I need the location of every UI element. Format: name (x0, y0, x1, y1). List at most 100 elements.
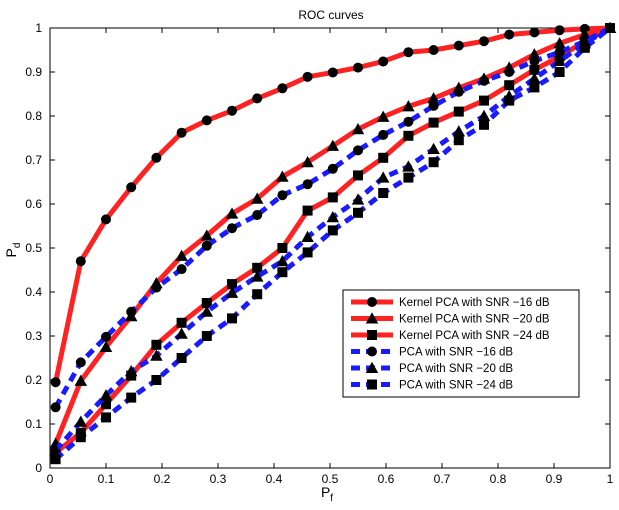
legend-marker (367, 330, 377, 340)
x-axis-ticks: 0 0.1 0.2 0.3 0.4 0.5 0.6 0.7 0.8 0.9 1 (47, 28, 614, 486)
data-point (252, 210, 263, 220)
svg-text:Pd: Pd (3, 243, 23, 258)
data-point (452, 125, 466, 137)
data-point (50, 377, 61, 388)
data-point (504, 29, 515, 40)
data-point (201, 115, 212, 126)
data-point (529, 82, 540, 93)
data-point (201, 298, 212, 308)
data-point (277, 83, 288, 94)
data-point (453, 86, 464, 97)
data-point (378, 188, 389, 198)
legend-marker (367, 346, 377, 357)
data-point (428, 100, 439, 111)
data-point (176, 317, 187, 328)
data-point (227, 313, 237, 324)
data-point (175, 327, 188, 339)
data-point (75, 357, 86, 368)
data-point (250, 270, 264, 282)
svg-text:Pf: Pf (321, 484, 333, 504)
data-point (554, 47, 565, 58)
data-point (427, 92, 440, 104)
x-tick-label: 0.2 (154, 472, 171, 486)
x-tick-label: 0.1 (98, 472, 115, 486)
data-point (327, 225, 338, 236)
data-point (529, 27, 540, 38)
data-point (402, 160, 415, 172)
data-point (553, 54, 566, 66)
data-point (101, 214, 111, 225)
data-point (351, 193, 365, 205)
data-point (74, 374, 88, 386)
x-tick-label: 0.4 (266, 472, 283, 486)
data-point (579, 42, 590, 53)
data-point (528, 72, 541, 84)
y-tick-label: 0.7 (25, 153, 42, 167)
data-point (151, 339, 162, 350)
data-point (277, 267, 288, 278)
data-point (49, 444, 62, 456)
y-tick-label: 0.8 (25, 109, 42, 123)
y-tick-label: 0.9 (25, 65, 42, 79)
legend-marker (367, 379, 377, 390)
data-point (126, 182, 137, 193)
y-tick-label: 0.6 (25, 197, 42, 211)
data-point (250, 192, 264, 204)
legend-entry: PCA with SNR −24 dB (351, 379, 513, 392)
data-point (276, 254, 289, 267)
data-point (479, 119, 489, 130)
y-tick-label: 0.3 (25, 329, 42, 343)
data-point (200, 305, 214, 317)
x-tick-label: 0 (47, 472, 54, 486)
data-point (151, 282, 162, 293)
x-axis-label-subscript: f (330, 493, 333, 504)
data-point (101, 331, 111, 342)
legend-marker (365, 361, 379, 373)
data-point (227, 223, 237, 234)
legend-label: Kernel PCA with SNR −24 dB (399, 330, 550, 342)
legend-label: PCA with SNR −24 dB (399, 380, 513, 392)
y-tick-label: 0.4 (25, 285, 42, 299)
data-point (479, 95, 489, 106)
data-point (504, 67, 515, 77)
data-point (74, 415, 88, 427)
y-tick-label: 0 (35, 461, 42, 475)
y-axis-label: Pd (3, 243, 23, 258)
y-tick-label: 0.2 (25, 373, 42, 387)
data-point (101, 399, 111, 410)
data-point (453, 106, 464, 117)
data-point (403, 116, 414, 127)
data-point (326, 139, 340, 151)
series-layer (49, 21, 617, 465)
data-point (302, 205, 313, 216)
data-point (428, 45, 439, 55)
x-axis-label-main: P (321, 484, 330, 500)
chart-title: ROC curves (298, 8, 363, 22)
data-point (50, 402, 61, 413)
x-tick-label: 0.9 (546, 472, 563, 486)
data-point (176, 353, 187, 363)
series-1 (50, 23, 615, 388)
data-point (479, 36, 489, 47)
data-point (151, 152, 162, 163)
data-point (200, 229, 214, 241)
y-axis-label-main: P (3, 248, 19, 257)
data-point (351, 122, 365, 135)
data-point (101, 412, 111, 423)
data-point (327, 163, 338, 174)
legend-marker (367, 297, 377, 307)
data-point (302, 179, 313, 190)
legend-entry: Kernel PCA with SNR −20 dB (351, 312, 550, 326)
data-point (353, 207, 363, 218)
data-point (176, 127, 187, 138)
data-point (225, 286, 239, 298)
data-point (529, 56, 540, 66)
data-point (176, 264, 187, 275)
data-point (277, 243, 288, 253)
data-point (477, 109, 491, 121)
data-point (403, 47, 414, 58)
data-point (479, 75, 489, 86)
legend-label: PCA with SNR −16 dB (399, 347, 513, 359)
legend-entry: PCA with SNR −20 dB (351, 361, 513, 375)
data-point (276, 170, 289, 182)
